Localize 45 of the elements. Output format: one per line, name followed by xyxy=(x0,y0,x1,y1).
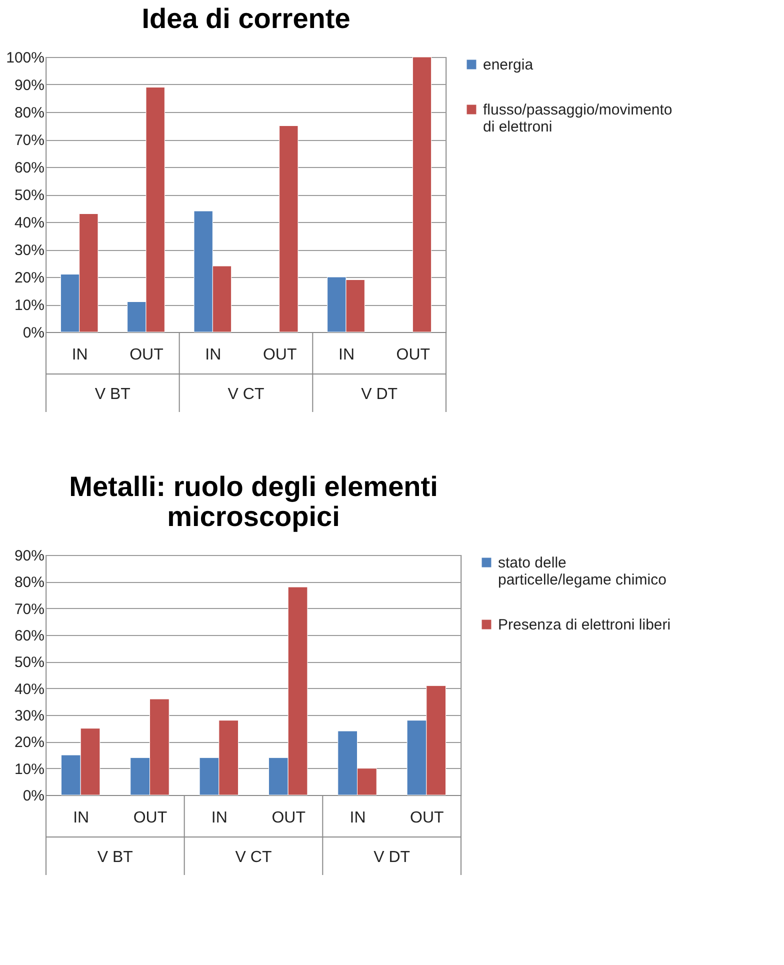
y-tick-label: 40% xyxy=(14,680,44,698)
text: V CT xyxy=(235,849,272,866)
x-tick-label: IN xyxy=(338,346,354,364)
chart-title: Metalli: ruolo degli elementi microscopici xyxy=(69,471,438,532)
y-tick-label: 20% xyxy=(14,734,44,752)
y-tick-label: 70% xyxy=(14,600,44,618)
y-tick-label: 0% xyxy=(22,324,44,342)
x-tick-label: OUT xyxy=(272,810,306,826)
y-tick-label: 80% xyxy=(14,574,44,592)
x-tick-label: OUT xyxy=(130,346,164,364)
x-tick-label: OUT xyxy=(410,810,444,826)
text: V BT xyxy=(94,386,131,403)
y-tick-label: 10% xyxy=(14,297,44,314)
y-tick-label: 70% xyxy=(14,132,44,149)
x-tick-label: IN xyxy=(211,810,228,826)
x-tick-label: IN xyxy=(205,346,222,364)
y-tick-label: 0% xyxy=(22,788,44,804)
y-tick-label: 60% xyxy=(14,160,44,176)
legend-label: stato delle particelle/legame chimico xyxy=(498,554,666,588)
y-tick-label: 10% xyxy=(14,760,44,778)
y-tick-label: 50% xyxy=(14,187,44,204)
y-tick-label: 100% xyxy=(6,50,44,66)
legend-label: flusso/passaggio/movimento di elettroni xyxy=(483,102,672,136)
chart-title: Idea di corrente xyxy=(142,3,350,34)
x-tick-label: OUT xyxy=(133,810,168,826)
x-tick-label: IN xyxy=(72,346,88,364)
y-tick-label: 90% xyxy=(14,548,44,564)
text: V DT xyxy=(361,386,398,403)
text: V CT xyxy=(228,386,264,403)
x-tick-label: OUT xyxy=(262,346,297,364)
y-tick-label: 80% xyxy=(14,104,44,122)
y-tick-label: 60% xyxy=(14,628,44,644)
legend-label: Presenza di elettroni liberi xyxy=(498,616,671,634)
x-tick-label: OUT xyxy=(396,346,430,364)
y-tick-label: 50% xyxy=(14,654,44,672)
legend-label: energia xyxy=(483,56,534,74)
y-tick-label: 90% xyxy=(14,77,44,94)
text: V DT xyxy=(374,849,410,866)
y-tick-label: 20% xyxy=(14,270,44,286)
y-tick-label: 30% xyxy=(14,708,44,724)
y-tick-label: 30% xyxy=(14,242,44,259)
y-tick-label: 40% xyxy=(14,214,44,232)
x-tick-label: IN xyxy=(73,810,90,826)
x-tick-label: IN xyxy=(350,810,366,826)
text: V BT xyxy=(97,849,134,866)
